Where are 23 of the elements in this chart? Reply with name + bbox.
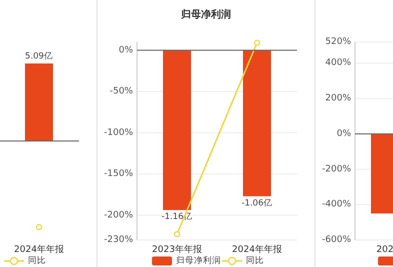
chart-title: 归母净利润 (180, 8, 231, 20)
y-tick-label: 200% (325, 94, 352, 104)
x-tick-label: 2024年年报 (232, 244, 282, 255)
y-tick-label: -100% (104, 128, 134, 138)
legend-label: 同比 (28, 255, 46, 266)
y-tick-label: -200% (322, 164, 352, 174)
y-tick-label: -400% (322, 200, 352, 210)
legend-label: 归母净利润 (176, 255, 221, 266)
y-tick-label: 0% (118, 45, 134, 56)
y-tick-label: -200% (104, 210, 134, 220)
y-tick-label: -230% (104, 235, 134, 245)
x-tick-label: 2024年年报 (14, 244, 64, 255)
y-tick-label: -600% (322, 235, 352, 245)
legend-label: 同比 (246, 255, 264, 266)
y-tick-label: -150% (104, 169, 134, 179)
y-tick-label: 400% (325, 58, 352, 68)
y-tick-label: 0% (336, 128, 352, 139)
x-tick-label: 202 (376, 245, 393, 255)
data-label: -1.06亿 (242, 197, 272, 208)
annotation: 5.09亿 (25, 50, 53, 62)
x-tick-label: 2023年年报 (152, 244, 202, 255)
y-tick-label: 520% (325, 37, 352, 47)
y-tick-label: -50% (110, 86, 134, 96)
